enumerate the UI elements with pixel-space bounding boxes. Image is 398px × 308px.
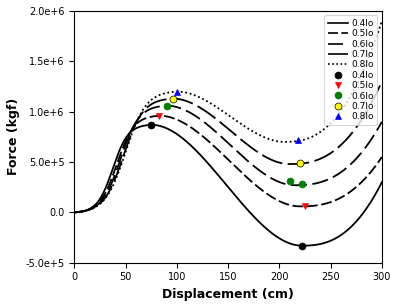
Legend: 0.4lo, 0.5lo, 0.6lo, 0.7lo, 0.8lo, 0.4lo, 0.5lo, 0.6lo, 0.7lo, 0.8lo: 0.4lo, 0.5lo, 0.6lo, 0.7lo, 0.8lo, 0.4lo… (324, 15, 377, 125)
X-axis label: Displacement (cm): Displacement (cm) (162, 288, 294, 301)
Y-axis label: Force (kgf): Force (kgf) (7, 98, 20, 176)
